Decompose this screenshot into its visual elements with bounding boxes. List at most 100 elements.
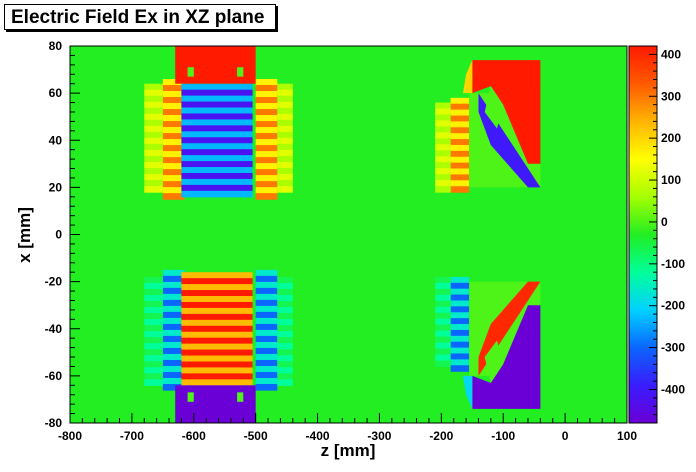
field-region — [435, 150, 451, 157]
field-region — [450, 174, 470, 181]
field-region — [144, 361, 163, 368]
field-region — [181, 107, 253, 115]
field-region — [162, 84, 185, 92]
field-region — [277, 343, 293, 350]
field-region — [450, 133, 470, 140]
field-region — [435, 180, 451, 187]
field-region — [181, 95, 253, 103]
field-region — [255, 103, 278, 110]
field-region — [277, 131, 293, 139]
field-region — [450, 329, 470, 337]
y-tick-label: -80 — [45, 416, 63, 430]
field-region — [162, 377, 185, 385]
y-tick-label: 80 — [49, 39, 63, 53]
field-region — [162, 329, 185, 337]
field-region — [162, 139, 185, 146]
field-region — [450, 312, 470, 319]
y-axis: -80 -60 -40 -20 0 20 40 60 80 — [45, 39, 80, 430]
field-region — [450, 168, 470, 176]
field-region — [181, 125, 253, 132]
y-tick-label: -20 — [45, 275, 63, 289]
field-region — [162, 359, 185, 367]
field-region — [181, 331, 253, 339]
field-region — [181, 172, 253, 180]
chart-title: Electric Field Ex in XZ plane — [11, 7, 265, 28]
field-region — [144, 379, 163, 386]
field-region — [277, 149, 293, 157]
x-tick-label: -600 — [182, 429, 206, 443]
field-region — [450, 144, 470, 152]
field-region — [435, 282, 451, 290]
field-region — [255, 359, 278, 367]
field-region — [255, 299, 278, 307]
x-tick-label: -100 — [491, 429, 515, 443]
field-region — [450, 139, 470, 146]
field-region — [255, 275, 278, 283]
field-region — [277, 107, 293, 115]
field-region — [187, 67, 194, 77]
color-scale-label: -200 — [661, 299, 685, 313]
field-region — [450, 150, 470, 158]
field-region — [237, 67, 244, 77]
field-region — [277, 180, 293, 187]
field-region — [277, 355, 293, 362]
field-region — [255, 281, 278, 289]
field-region — [435, 132, 451, 139]
field-region — [255, 151, 278, 158]
field-region — [181, 361, 253, 369]
field-region — [277, 125, 293, 133]
field-polygon — [472, 60, 541, 164]
field-region — [277, 95, 293, 103]
field-region — [277, 113, 293, 121]
field-region — [435, 162, 451, 169]
field-region — [162, 281, 185, 289]
field-region — [435, 144, 451, 151]
y-axis-title: x [mm] — [15, 207, 34, 263]
field-region — [435, 186, 451, 193]
field-region — [144, 168, 163, 175]
field-region — [162, 97, 185, 104]
field-region — [255, 175, 278, 182]
field-region — [162, 287, 185, 295]
field-polygon — [463, 375, 473, 409]
field-region — [277, 168, 293, 175]
field-region — [450, 353, 470, 360]
field-region — [255, 193, 278, 200]
field-region — [450, 186, 470, 193]
field-region — [144, 325, 163, 332]
field-region — [162, 103, 185, 110]
color-scale-label: 400 — [661, 47, 681, 61]
field-region — [175, 385, 256, 423]
field-region — [181, 155, 253, 162]
y-tick-label: 20 — [49, 180, 63, 194]
field-region — [162, 91, 185, 98]
field-region — [162, 299, 185, 307]
field-region — [435, 120, 451, 128]
field-region — [181, 343, 253, 351]
field-region — [277, 288, 293, 296]
field-region — [162, 335, 185, 343]
field-region — [435, 318, 451, 326]
field-region — [144, 349, 163, 356]
field-region — [144, 307, 163, 314]
field-region — [162, 145, 185, 152]
field-region — [255, 127, 278, 134]
field-region — [162, 127, 185, 134]
color-scale-label: 300 — [661, 89, 681, 103]
field-region — [450, 282, 470, 290]
field-region — [277, 300, 293, 308]
color-scale-label: 0 — [661, 215, 668, 229]
field-region — [162, 275, 185, 283]
field-region — [277, 367, 293, 374]
field-region — [144, 367, 163, 374]
field-region — [144, 95, 163, 103]
field-region — [277, 307, 293, 314]
field-region — [255, 181, 278, 188]
color-scale-axis: -400 -300 -200 -100 0 100 200 300 400 — [649, 45, 685, 424]
x-tick-label: -400 — [306, 429, 330, 443]
field-region — [255, 371, 278, 379]
field-region — [277, 282, 293, 290]
field-region — [435, 294, 451, 302]
field-region — [162, 311, 185, 319]
x-tick-label: 0 — [562, 429, 569, 443]
